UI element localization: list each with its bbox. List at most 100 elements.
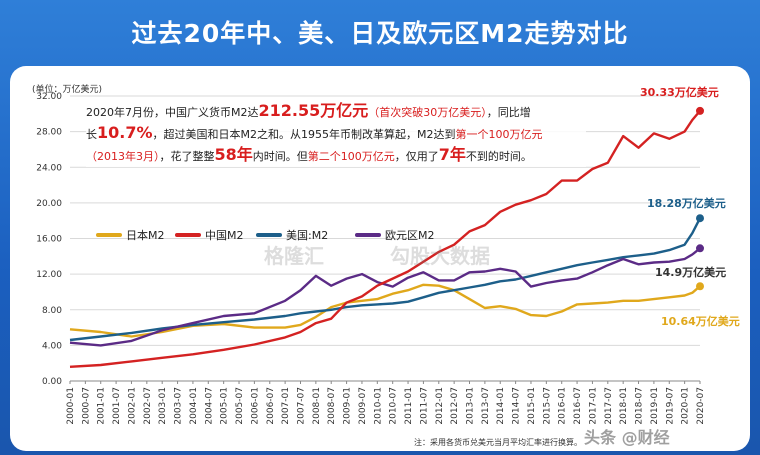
x-tick-label: 2000-01 (66, 387, 76, 425)
x-tick-label: 2016-01 (558, 387, 568, 425)
x-tick-label: 2010-01 (373, 387, 383, 425)
series-line-china (69, 110, 701, 368)
annotation-p2-red: 第一个100万亿元 (455, 128, 543, 141)
x-tick-label: 2013-07 (481, 387, 491, 425)
x-tick-label: 2003-07 (174, 387, 184, 425)
legend-eu-label: 欧元区M2 (385, 229, 435, 242)
legend-china-label: 中国M2 (205, 229, 244, 242)
annotation-p3-red: （2013年3月） (86, 150, 160, 163)
series-end-point-us (696, 214, 704, 223)
legend-japan: 日本M2 (96, 227, 165, 243)
x-tick-label: 2002-01 (127, 387, 137, 425)
x-tick-label: 2000-07 (81, 387, 91, 425)
y-tick-label: 4.00 (42, 341, 62, 351)
x-tick-label: 2004-07 (204, 387, 214, 425)
x-tick-label: 2019-07 (665, 387, 675, 425)
annotation-p3-c: ，仅用了 (394, 150, 439, 163)
x-tick-label: 2005-07 (235, 387, 245, 425)
x-tick-label: 2020-07 (696, 387, 706, 425)
end-label-eu: 14.9万亿美元 (655, 266, 727, 279)
x-tick-label: 2011-07 (419, 387, 429, 425)
x-tick-label: 2012-01 (435, 387, 445, 425)
annotation-p2-big: 10.7% (97, 123, 153, 142)
series-end-point-japan (696, 282, 704, 291)
legend-us: 美国:M2 (256, 227, 328, 243)
y-tick-label: 12.00 (36, 270, 62, 280)
chart-title: 过去20年中、美、日及欧元区M2走势对比 (131, 19, 629, 48)
x-tick-label: 2015-01 (527, 387, 537, 425)
x-tick-label: 2018-07 (635, 387, 645, 425)
x-tick-label: 2013-01 (466, 387, 476, 425)
legend-eu-swatch (355, 233, 381, 237)
x-tick-label: 2017-01 (588, 387, 598, 425)
annotation-p1-big: 212.55万亿元 (258, 101, 369, 120)
x-tick-label: 2004-01 (189, 387, 199, 425)
annotation-p1-end: ，同比增 (486, 106, 531, 119)
series-line-us (69, 217, 702, 342)
x-tick-label: 2006-01 (250, 387, 260, 425)
y-tick-label: 32.00 (36, 92, 62, 102)
x-tick-label: 2019-01 (650, 387, 660, 425)
x-tick-label: 2016-07 (573, 387, 583, 425)
legend-japan-swatch (96, 233, 122, 237)
annotation-p2-a: 长 (86, 128, 97, 141)
annotation-p3-d: 不到的时间。 (465, 150, 532, 163)
x-tick-label: 2006-07 (266, 387, 276, 425)
watermark-right: 勾股大数据 (390, 244, 490, 268)
x-tick-label: 2007-07 (296, 387, 306, 425)
annotation-text: 2020年7月份，中国广义货币M2达212.55万亿元（首次突破30万亿美元），… (86, 101, 586, 167)
x-tick-label: 2005-01 (220, 387, 230, 425)
y-tick-label: 20.00 (36, 199, 62, 209)
watermark-left: 格隆汇 (264, 244, 324, 268)
y-tick-label: 28.00 (36, 128, 62, 138)
x-tick-label: 2015-07 (542, 387, 552, 425)
x-tick-label: 2003-01 (158, 387, 168, 425)
annotation-p3-b: 内时间。但 (252, 150, 308, 163)
legend-china: 中国M2 (175, 227, 244, 243)
x-tick-label: 2011-01 (404, 387, 414, 425)
y-tick-label: 24.00 (36, 163, 62, 173)
source-note: 注：采用各货币兑美元当月平均汇率进行换算。 (414, 438, 582, 447)
y-tick-label: 8.00 (42, 306, 62, 316)
x-tick-label: 2008-07 (327, 387, 337, 425)
x-tick-label: 2007-01 (281, 387, 291, 425)
x-tick-label: 2002-07 (143, 387, 153, 425)
legend-eu: 欧元区M2 (355, 227, 435, 243)
end-label-japan: 10.64万亿美元 (661, 315, 740, 328)
x-tick-label: 2012-07 (450, 387, 460, 425)
legend-us-label: 美国:M2 (286, 229, 329, 242)
y-tick-label: 0.00 (42, 377, 62, 387)
series-end-point-china (696, 106, 704, 115)
credit-watermark: 头条 @财经 (584, 428, 670, 447)
series-end-point-eu (696, 244, 704, 253)
annotation-p3-a: ，花了整整 (159, 150, 215, 163)
x-tick-label: 2009-01 (343, 387, 353, 425)
end-label-us: 18.28万亿美元 (647, 197, 726, 210)
annotation-p1: 2020年7月份，中国广义货币M2达 (86, 106, 259, 119)
x-tick-label: 2008-01 (312, 387, 322, 425)
x-tick-label: 2014-07 (512, 387, 522, 425)
x-tick-label: 2017-07 (604, 387, 614, 425)
annotation-p3-big: 58年 (214, 145, 253, 164)
legend-us-swatch (256, 233, 282, 237)
series-line-japan (69, 283, 701, 338)
series-line-eu (69, 247, 701, 347)
annotation-p1-red: （首次突破30万亿美元） (368, 106, 487, 119)
x-tick-label: 2018-01 (619, 387, 629, 425)
annotation-p3-big2: 7年 (438, 145, 466, 164)
legend-china-swatch (175, 233, 201, 237)
end-label-china: 30.33万亿美元 (640, 86, 719, 99)
x-tick-label: 2001-01 (97, 387, 107, 425)
x-tick-label: 2014-01 (496, 387, 506, 425)
annotation-p2-b: ，超过美国和日本M2之和。从1955年币制改革算起，M2达到 (152, 128, 456, 141)
y-tick-label: 16.00 (36, 235, 62, 245)
x-tick-label: 2020-01 (681, 387, 691, 425)
legend-japan-label: 日本M2 (126, 229, 165, 242)
y-axis-unit-label: (单位：万亿美元) (32, 85, 103, 95)
annotation-p3-red2: 第二个100万亿元 (307, 150, 395, 163)
x-tick-label: 2009-07 (358, 387, 368, 425)
x-tick-label: 2010-07 (389, 387, 399, 425)
x-tick-label: 2001-07 (112, 387, 122, 425)
